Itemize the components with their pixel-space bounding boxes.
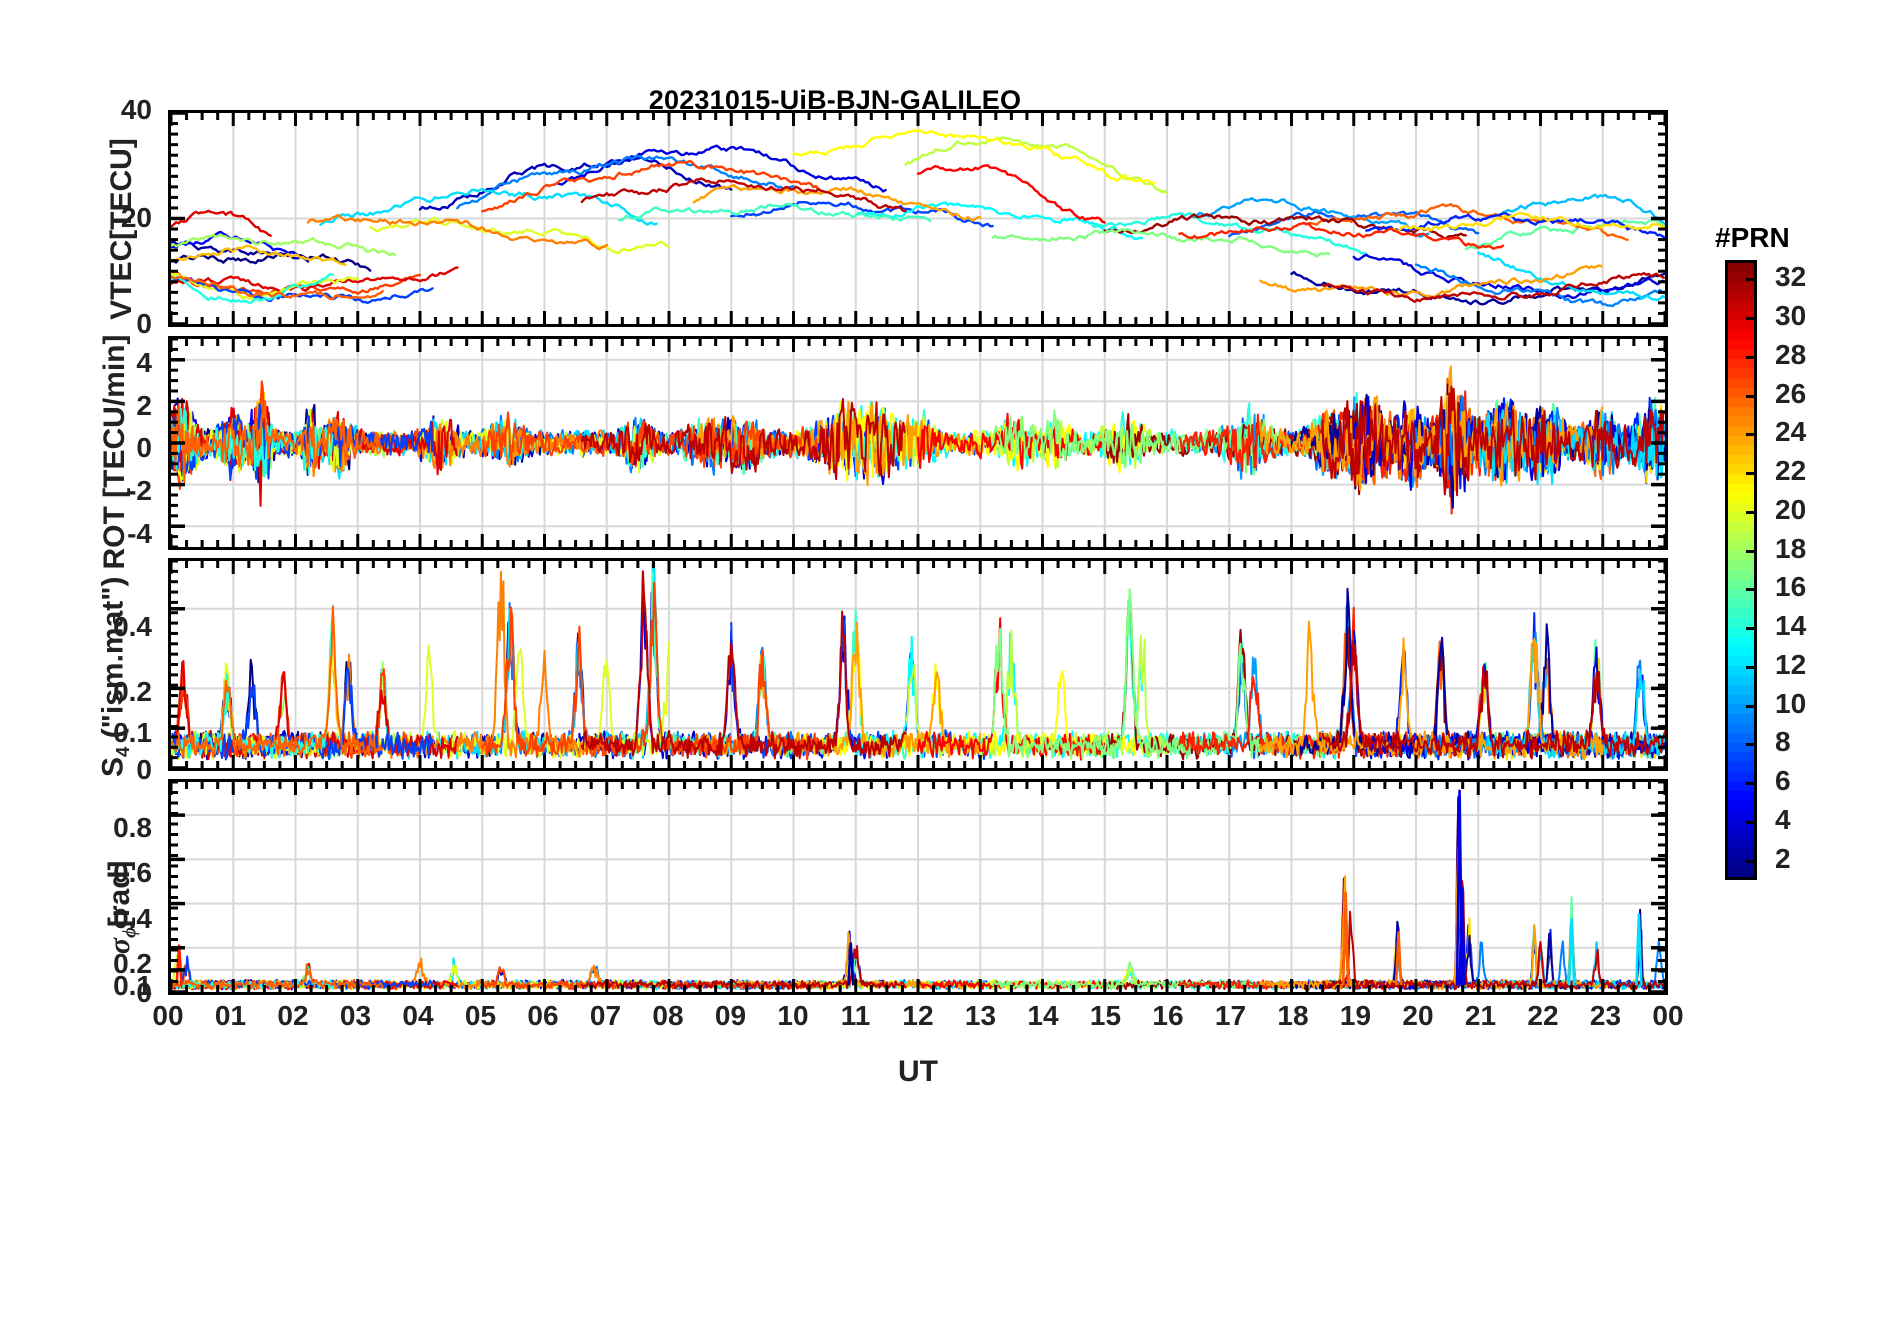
colorbar-tick-32: 32 <box>1775 261 1807 293</box>
xtick-21: 21 <box>1464 1000 1497 1031</box>
plot-area-p2 <box>171 339 1665 547</box>
xtick-9: 09 <box>714 1000 747 1031</box>
colorbar-tickmark-30 <box>1746 317 1757 321</box>
xtick-3: 03 <box>339 1000 372 1031</box>
ytick-sp-04: 0.4 <box>113 903 152 934</box>
colorbar-gradient <box>1728 263 1754 878</box>
xtick-12: 12 <box>902 1000 934 1031</box>
ytick-s4-04: 0.4 <box>113 611 152 642</box>
ytick-sp-02: 0.2 <box>113 948 152 979</box>
xtick-1: 01 <box>214 1000 247 1031</box>
xtick-11: 11 <box>840 1000 871 1031</box>
colorbar-tickmark-12 <box>1746 665 1757 669</box>
colorbar-tick-26: 26 <box>1775 377 1807 409</box>
colorbar-tickmark-20 <box>1746 510 1757 514</box>
plot-area-p4 <box>171 782 1665 992</box>
xtick-0: 00 <box>152 1000 184 1031</box>
xtick-5: 05 <box>464 1000 497 1031</box>
colorbar-tick-20: 20 <box>1775 493 1807 525</box>
xtick-16: 16 <box>1152 1000 1184 1031</box>
colorbar-tickmark-14 <box>1746 627 1757 631</box>
ytick-vtec-40: 40 <box>120 94 152 125</box>
colorbar-tickmark-16 <box>1746 588 1757 592</box>
xtick-20: 20 <box>1402 1000 1434 1031</box>
colorbar-tickmark-2 <box>1746 859 1757 863</box>
panel-sigma-phi <box>168 779 1668 995</box>
ytick-rot-m2: -2 <box>127 475 152 506</box>
colorbar-tick-2: 2 <box>1775 842 1791 874</box>
xtick-7: 07 <box>589 1000 622 1031</box>
xtick-13: 13 <box>964 1000 997 1031</box>
xtick-22: 22 <box>1527 1000 1559 1031</box>
ytick-s4-02: 0.2 <box>113 676 152 707</box>
xtick-23: 23 <box>1589 1000 1622 1031</box>
colorbar-tick-22: 22 <box>1775 455 1807 487</box>
xtick-19: 19 <box>1339 1000 1372 1031</box>
xtick-24: 00 <box>1652 1000 1684 1031</box>
colorbar-tickmark-4 <box>1746 820 1757 824</box>
xtick-4: 04 <box>402 1000 434 1031</box>
ytick-sp-08: 0.8 <box>113 812 152 843</box>
colorbar <box>1725 260 1757 880</box>
colorbar-tick-16: 16 <box>1775 571 1807 603</box>
colorbar-tick-28: 28 <box>1775 338 1807 370</box>
colorbar-tick-12: 12 <box>1775 648 1807 680</box>
panel-rot <box>168 336 1668 550</box>
ytick-sp-06: 0.6 <box>113 857 152 888</box>
xtick-17: 17 <box>1214 1000 1247 1031</box>
colorbar-tick-8: 8 <box>1775 726 1791 758</box>
colorbar-tickmark-28 <box>1746 355 1757 359</box>
ytick-sp-01: 0.1 <box>113 970 152 1001</box>
colorbar-title: #PRN <box>1715 222 1790 253</box>
ytick-s4-01: 0.1 <box>113 717 152 748</box>
colorbar-tickmark-24 <box>1746 433 1757 437</box>
colorbar-tick-24: 24 <box>1775 416 1807 448</box>
ytick-sp-0: 0 <box>136 977 152 1008</box>
plot-area-p1 <box>171 113 1665 324</box>
colorbar-tickmark-22 <box>1746 472 1757 476</box>
panel-s4 <box>168 558 1668 771</box>
colorbar-tickmark-18 <box>1746 549 1757 553</box>
xtick-6: 06 <box>527 1000 559 1031</box>
ytick-rot-m4: -4 <box>127 518 152 549</box>
ytick-vtec-20: 20 <box>120 202 152 233</box>
colorbar-tick-14: 14 <box>1775 610 1807 642</box>
colorbar-tickmark-32 <box>1746 278 1757 282</box>
plot-area-p3 <box>171 561 1665 768</box>
xtick-2: 02 <box>277 1000 309 1031</box>
colorbar-tickmark-6 <box>1746 782 1757 786</box>
colorbar-tickmark-26 <box>1746 394 1757 398</box>
xtick-18: 18 <box>1277 1000 1309 1031</box>
xtick-10: 10 <box>777 1000 809 1031</box>
ytick-rot-4: 4 <box>136 347 152 378</box>
xtick-8: 08 <box>652 1000 684 1031</box>
x-axis-label: UT <box>898 1055 938 1088</box>
colorbar-tick-6: 6 <box>1775 765 1791 797</box>
colorbar-tick-18: 18 <box>1775 532 1807 564</box>
colorbar-tickmark-8 <box>1746 743 1757 747</box>
xtick-14: 14 <box>1027 1000 1059 1031</box>
ytick-vtec-0: 0 <box>136 308 152 339</box>
xtick-15: 15 <box>1089 1000 1122 1031</box>
panel-vtec <box>168 110 1668 327</box>
colorbar-tick-4: 4 <box>1775 803 1791 835</box>
colorbar-tickmark-10 <box>1746 704 1757 708</box>
ytick-rot-2: 2 <box>136 390 152 421</box>
ytick-s4-0: 0 <box>136 754 152 785</box>
ytick-rot-0: 0 <box>136 432 152 463</box>
colorbar-tick-10: 10 <box>1775 687 1807 719</box>
colorbar-tick-30: 30 <box>1775 300 1807 332</box>
